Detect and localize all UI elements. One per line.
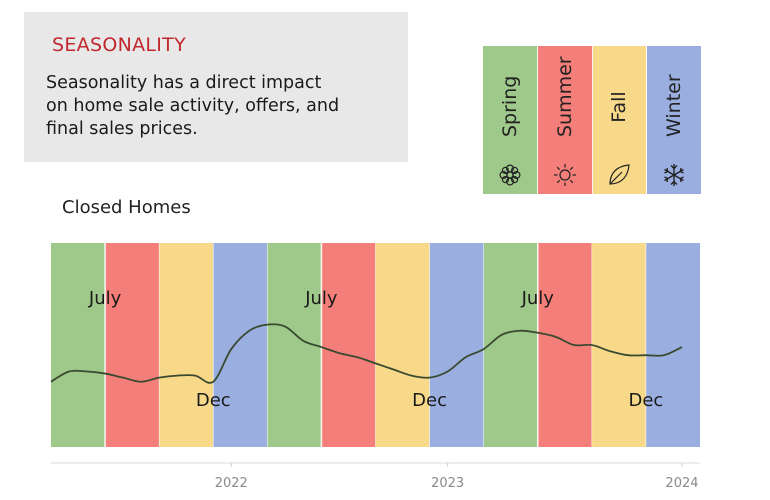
annotation-july-0: July (88, 288, 122, 309)
legend-fall: Fall (592, 46, 648, 194)
season-band-summer-1 (105, 243, 160, 447)
season-band-fall-6 (375, 243, 430, 447)
x-tick-label-2023: 2023 (431, 476, 464, 491)
series-line-0 (50, 323, 683, 384)
x-tick-label-2022: 2022 (215, 476, 248, 491)
flower-icon (499, 164, 521, 186)
annotation-july-4: July (521, 288, 555, 309)
season-band-spring-8 (483, 243, 538, 447)
annotation-july-2: July (304, 288, 338, 309)
season-legend: Spring Summer (483, 46, 701, 194)
annotation-dec-5: Dec (628, 390, 663, 411)
season-band-fall-10 (591, 243, 646, 447)
season-band-fall-2 (159, 243, 214, 447)
info-body: Seasonality has a direct impact on home … (46, 73, 340, 139)
season-band-winter-7 (429, 243, 484, 447)
season-band-summer-5 (321, 243, 376, 447)
legend-spring: Spring (483, 46, 538, 194)
annotation-dec-1: Dec (196, 390, 231, 411)
season-band-spring-0 (51, 243, 106, 447)
season-band-winter-11 (645, 243, 700, 447)
sun-icon (553, 164, 576, 186)
legend-winter: Winter (647, 46, 701, 194)
season-band-winter-3 (213, 243, 268, 447)
annotation-dec-3: Dec (412, 390, 447, 411)
legend-summer: Summer (537, 46, 593, 194)
x-tick-label-2024: 2024 (665, 476, 698, 491)
leaf-icon (609, 164, 631, 185)
snowflake-icon (664, 164, 684, 186)
chart-title: Closed Homes (62, 197, 191, 218)
info-title: SEASONALITY (52, 34, 186, 56)
info-box: SEASONALITY Seasonality has a direct imp… (24, 12, 408, 162)
